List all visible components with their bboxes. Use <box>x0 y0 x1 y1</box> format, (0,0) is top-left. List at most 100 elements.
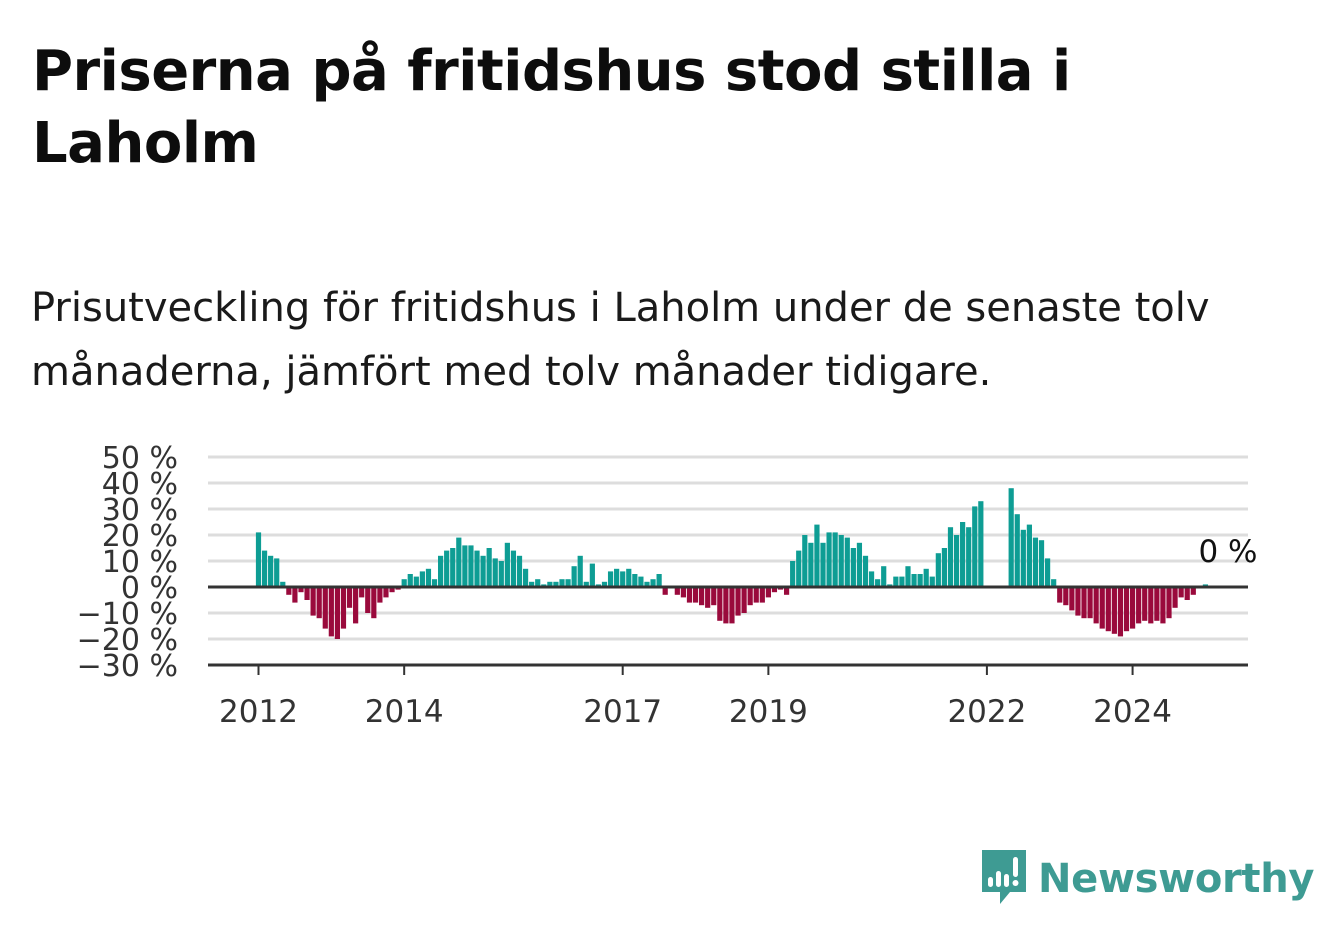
bar <box>881 566 887 587</box>
bar <box>638 576 644 587</box>
x-tick-label: 2019 <box>729 694 808 730</box>
bar <box>1160 587 1166 624</box>
bar <box>802 535 808 587</box>
bar <box>717 587 723 621</box>
bar <box>529 581 535 587</box>
bar <box>826 532 832 587</box>
bar <box>705 587 711 608</box>
bar <box>1190 587 1196 595</box>
bar <box>310 587 316 616</box>
bar <box>1075 587 1081 616</box>
bar <box>601 581 608 587</box>
bar <box>504 542 510 587</box>
bar <box>626 568 632 587</box>
bar <box>419 571 425 587</box>
bar <box>929 576 935 587</box>
bar <box>1117 587 1124 637</box>
bar <box>765 587 771 598</box>
bar <box>1020 529 1026 587</box>
bar <box>383 587 389 598</box>
bar <box>656 574 662 587</box>
bar <box>905 566 911 587</box>
bar <box>1129 587 1136 629</box>
bar <box>1069 587 1075 611</box>
bar <box>438 555 444 587</box>
bar <box>662 587 668 595</box>
bar <box>1063 587 1069 606</box>
bar <box>286 587 292 595</box>
bar <box>516 555 523 587</box>
bar <box>328 587 334 637</box>
bar <box>1051 579 1057 587</box>
bar <box>1008 488 1014 587</box>
bar <box>790 561 796 587</box>
bar <box>978 501 984 587</box>
bar <box>783 587 790 595</box>
bar <box>377 587 383 603</box>
bar <box>280 581 286 587</box>
x-tick-label: 2012 <box>219 694 298 730</box>
bar <box>796 550 802 587</box>
bar <box>862 555 869 587</box>
bar <box>941 548 948 587</box>
bar <box>535 579 541 587</box>
bar <box>899 576 905 587</box>
bar <box>1154 587 1160 621</box>
bar <box>960 522 966 587</box>
bar <box>389 587 395 593</box>
bar <box>850 548 856 587</box>
bar <box>353 587 359 624</box>
bar <box>692 587 699 603</box>
x-tick-label: 2017 <box>583 694 662 730</box>
bar <box>444 550 450 587</box>
y-tick-label: 40 % <box>102 467 178 502</box>
y-axis-ticks: 50 %40 %30 %20 %10 %0 %−10 %−20 %−30 % <box>77 441 178 684</box>
bar <box>486 548 492 587</box>
y-tick-label: 10 % <box>102 545 178 580</box>
x-tick-label: 2022 <box>947 694 1026 730</box>
x-tick-label: 2024 <box>1093 694 1172 730</box>
bar <box>1142 587 1148 621</box>
bar <box>808 542 814 587</box>
bar <box>559 579 565 587</box>
bar <box>1111 587 1117 634</box>
bar <box>431 579 438 587</box>
bar <box>917 574 923 587</box>
bar <box>1136 587 1142 624</box>
bar <box>346 587 353 608</box>
bar <box>1123 587 1130 632</box>
bar <box>450 548 456 587</box>
bar <box>1184 587 1190 600</box>
bar <box>820 542 826 587</box>
bar <box>304 587 310 600</box>
bar <box>1166 587 1172 619</box>
bar <box>935 553 941 587</box>
bar <box>462 545 468 587</box>
bar <box>1032 537 1039 587</box>
bar <box>711 587 717 606</box>
bar <box>729 587 735 624</box>
newsworthy-logo-icon <box>982 850 1026 904</box>
bar <box>456 537 462 587</box>
bar <box>680 587 686 598</box>
bar <box>1045 558 1051 587</box>
bar <box>644 581 650 587</box>
bar <box>868 571 875 587</box>
bar <box>699 587 705 606</box>
bar <box>674 587 680 595</box>
y-tick-label: 0 % <box>121 571 178 606</box>
bar <box>255 532 262 587</box>
bar <box>632 574 638 587</box>
bar <box>371 587 377 619</box>
last-value-label: 0 % <box>1198 534 1257 570</box>
bar <box>334 587 341 639</box>
bar <box>723 587 729 624</box>
bar <box>1014 514 1020 587</box>
bar <box>365 587 371 613</box>
bar <box>1178 587 1184 598</box>
bar <box>923 568 929 587</box>
y-tick-label: −20 % <box>77 623 178 658</box>
bar <box>953 535 960 587</box>
bar <box>589 563 595 587</box>
bar <box>735 587 741 616</box>
